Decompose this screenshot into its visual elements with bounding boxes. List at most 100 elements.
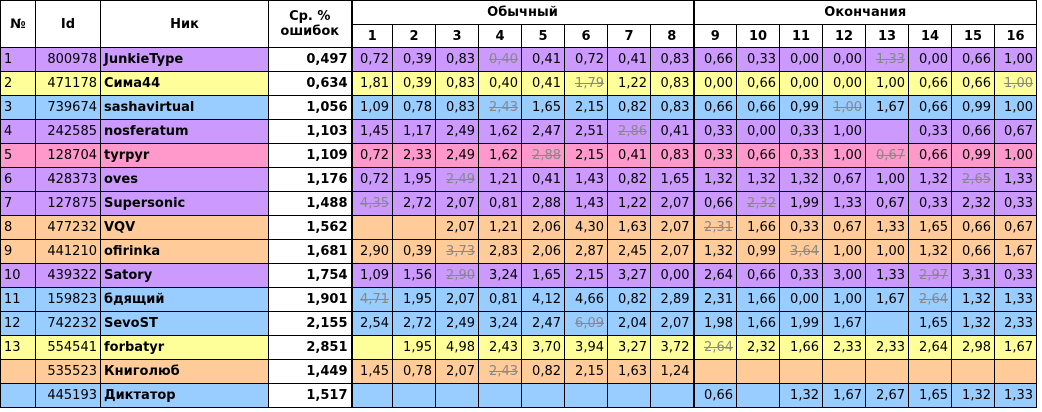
score-cell: 1,65 (650, 167, 695, 192)
score-cell: 2,32 (736, 335, 780, 360)
score-value: 0,33 (919, 124, 948, 139)
score-cell (351, 383, 393, 408)
score-cell: 2,49 (435, 143, 479, 168)
score-cell (435, 383, 479, 408)
score-value: 1,67 (1004, 244, 1033, 259)
score-value: 0,33 (1004, 268, 1033, 283)
score-value: 1,95 (403, 292, 432, 307)
score-cell: 3,24 (478, 311, 522, 336)
score-value: 0,33 (704, 124, 733, 139)
score-cell: 2,87 (564, 239, 608, 264)
score-value: 3,27 (618, 268, 647, 283)
score-value: 0,66 (704, 52, 733, 67)
score-value: 0,83 (660, 148, 690, 163)
score-cell: 0,83 (435, 47, 479, 72)
score-cell: 3,27 (607, 263, 651, 288)
score-cell: 2,54 (351, 311, 393, 336)
user-id-cell: 439322 (35, 263, 101, 288)
score-cell: 0,67 (822, 167, 866, 192)
score-cell: 2,86 (607, 119, 651, 144)
score-cell: 0,83 (650, 47, 695, 72)
score-cell: 1,65 (521, 95, 565, 120)
score-cell: 2,33 (865, 335, 909, 360)
score-cell: 2,32 (736, 191, 780, 216)
score-value: 2,47 (532, 316, 561, 331)
score-value: 1,00 (876, 172, 905, 187)
score-cell: 4,98 (435, 335, 479, 360)
score-cell: 0,67 (822, 215, 866, 240)
score-cell: 1,32 (951, 383, 995, 408)
score-cell: 0,00 (693, 71, 737, 96)
score-cell: 0,67 (865, 191, 909, 216)
score-value: 6,09 (575, 316, 604, 331)
score-cell: 0,66 (908, 143, 952, 168)
score-value: 1,56 (403, 268, 432, 283)
score-value: 0,40 (489, 52, 518, 67)
score-cell: 1,67 (822, 383, 866, 408)
score-cell: 1,00 (994, 71, 1037, 96)
score-cell: 1,33 (865, 263, 909, 288)
score-value: 0,00 (790, 76, 819, 91)
score-value: 2,54 (360, 316, 389, 331)
score-cell: 2,47 (521, 119, 565, 144)
score-value: 1,32 (962, 316, 991, 331)
score-cell: 1,95 (392, 287, 436, 312)
score-cell: 1,95 (392, 167, 436, 192)
score-value: 0,33 (1004, 196, 1033, 211)
score-value: 0,83 (446, 100, 475, 115)
score-cell: 0,99 (951, 143, 995, 168)
score-cell: 2,33 (822, 335, 866, 360)
score-cell: 0,78 (392, 95, 436, 120)
score-cell: 1,67 (994, 335, 1037, 360)
score-value: 1,63 (618, 364, 647, 379)
table-row: 10 439322 Satory 1,754 1,09 1,56 2,90 3,24 1,65 2… (0, 263, 1037, 288)
score-cell: 1,45 (351, 119, 393, 144)
score-value: 1,33 (1004, 292, 1033, 307)
score-cell: 1,99 (779, 191, 823, 216)
score-cell: 1,95 (392, 335, 436, 360)
score-cell: 2,83 (478, 239, 522, 264)
score-value: 1,21 (489, 220, 518, 235)
score-cell: 0,78 (392, 359, 436, 384)
score-value: 1,66 (747, 220, 776, 235)
score-cell: 0,41 (521, 71, 565, 96)
score-value: 1,45 (360, 364, 389, 379)
nickname-cell: Книголюб (100, 359, 269, 384)
table-row: 12 742232 SevoST 2,155 2,54 2,72 2,49 3,24 2,47 6… (0, 311, 1037, 336)
score-value: 2,33 (1004, 316, 1033, 331)
score-value: 0,66 (747, 268, 776, 283)
score-value: 1,22 (618, 196, 647, 211)
score-cell: 1,65 (908, 215, 952, 240)
score-value: 0,83 (660, 76, 690, 91)
score-value: 0,33 (790, 148, 819, 163)
score-cell: 1,67 (865, 287, 909, 312)
score-value: 1,67 (833, 388, 862, 403)
score-cell: 0,66 (736, 95, 780, 120)
column-header-14: 14 (908, 24, 952, 48)
nickname-cell: nosferatum (100, 119, 269, 144)
score-value: 2,07 (446, 220, 475, 235)
score-value: 0,33 (790, 268, 819, 283)
score-cell: 2,15 (564, 359, 608, 384)
score-value: 1,32 (962, 292, 991, 307)
score-cell: 1,98 (693, 311, 737, 336)
nickname-cell: ofirinka (100, 239, 269, 264)
score-cell: 0,83 (435, 95, 479, 120)
column-header-3: 3 (435, 24, 479, 48)
score-value: 0,82 (618, 172, 647, 187)
score-value: 1,00 (833, 244, 862, 259)
column-header-9: 9 (693, 24, 737, 48)
user-id-cell: 471178 (35, 71, 101, 96)
rank-cell: 11 (0, 287, 36, 312)
rank-cell: 8 (0, 215, 36, 240)
avg-error-cell: 1,449 (268, 359, 353, 384)
score-value: 2,43 (489, 100, 518, 115)
score-value: 0,82 (618, 292, 647, 307)
score-cell: 1,00 (994, 47, 1037, 72)
score-value: 0,66 (962, 220, 991, 235)
score-value: 1,32 (919, 172, 948, 187)
score-cell: 1,66 (736, 215, 780, 240)
rank-cell: 1 (0, 47, 36, 72)
score-value: 2,07 (660, 244, 690, 259)
column-header-4: 4 (478, 24, 522, 48)
